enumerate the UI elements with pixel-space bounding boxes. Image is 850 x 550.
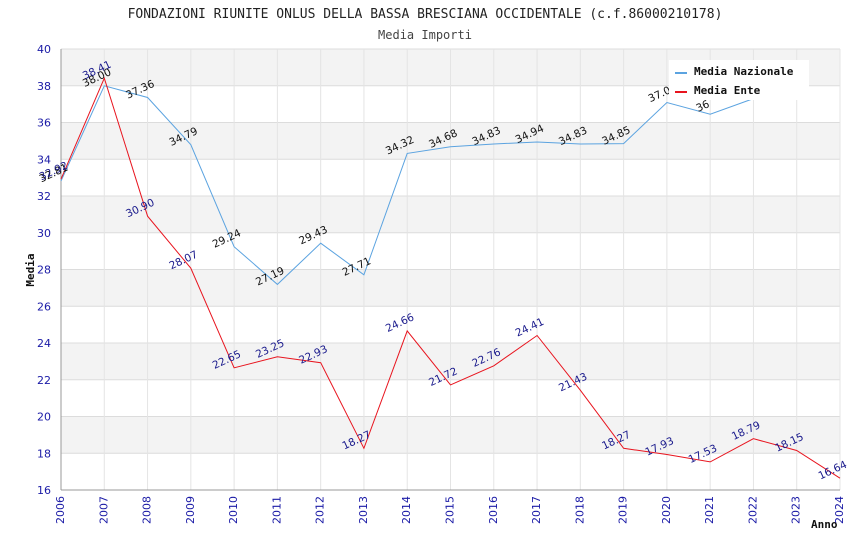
x-tick-label: 2016 [487, 496, 500, 524]
y-tick-label: 34 [37, 153, 51, 166]
legend: Media Nazionale Media Ente [669, 60, 809, 100]
chart-title: FONDAZIONI RIUNITE ONLUS DELLA BASSA BRE… [128, 7, 723, 22]
x-tick-label: 2022 [746, 496, 759, 524]
y-tick-label: 24 [37, 337, 51, 350]
y-tick-label: 30 [37, 227, 51, 240]
series-line-media-nazionale [60, 85, 754, 286]
y-tick-label: 16 [37, 484, 51, 497]
x-tick-labels: 2006 2007 2008 2009 2010 2011 2012 2013 2014 2015… [54, 496, 846, 524]
x-tick-label: 2018 [573, 496, 586, 524]
x-tick-label: 2014 [400, 496, 413, 524]
x-tick-label: 2013 [357, 496, 370, 524]
x-axis-label: Anno [811, 518, 838, 531]
y-tick-label: 36 [37, 117, 51, 130]
y-axis-label: Media [24, 253, 37, 286]
series-line-media-ente [60, 76, 841, 479]
x-tick-label: 2011 [270, 496, 283, 524]
x-tick-label: 2015 [444, 496, 457, 524]
y-tick-label: 40 [37, 43, 51, 56]
y-tick-label: 38 [37, 80, 51, 93]
legend-label-media-ente: Media Ente [694, 84, 761, 97]
x-tick-label: 2024 [833, 496, 846, 524]
x-tick-label: 2009 [184, 496, 197, 524]
series-lines [60, 76, 841, 479]
y-tick-label: 26 [37, 300, 51, 313]
x-tick-label: 2023 [790, 496, 803, 524]
x-tick-label: 2017 [530, 496, 543, 524]
legend-label-media-nazionale: Media Nazionale [694, 65, 794, 78]
chart-subtitle: Media Importi [378, 28, 472, 42]
y-tick-label: 32 [37, 190, 51, 203]
x-tick-label: 2007 [97, 496, 110, 524]
y-tick-label: 28 [37, 264, 51, 277]
x-tick-label: 2020 [660, 496, 673, 524]
x-tick-label: 2021 [703, 496, 716, 524]
x-tick-label: 2012 [314, 496, 327, 524]
grid-lines [60, 48, 841, 491]
y-tick-label: 18 [37, 447, 51, 460]
x-tick-label: 2019 [617, 496, 630, 524]
data-label-media-nazionale: 36 [694, 98, 711, 115]
y-tick-labels: 16 18 20 22 24 26 28 30 32 34 36 38 40 [37, 43, 51, 497]
x-tick-label: 2010 [227, 496, 240, 524]
x-tick-label: 2006 [54, 496, 67, 524]
y-tick-label: 20 [37, 411, 51, 424]
legend-box [669, 60, 809, 100]
x-tick-label: 2008 [141, 496, 154, 524]
axes [60, 49, 840, 491]
y-tick-label: 22 [37, 374, 51, 387]
